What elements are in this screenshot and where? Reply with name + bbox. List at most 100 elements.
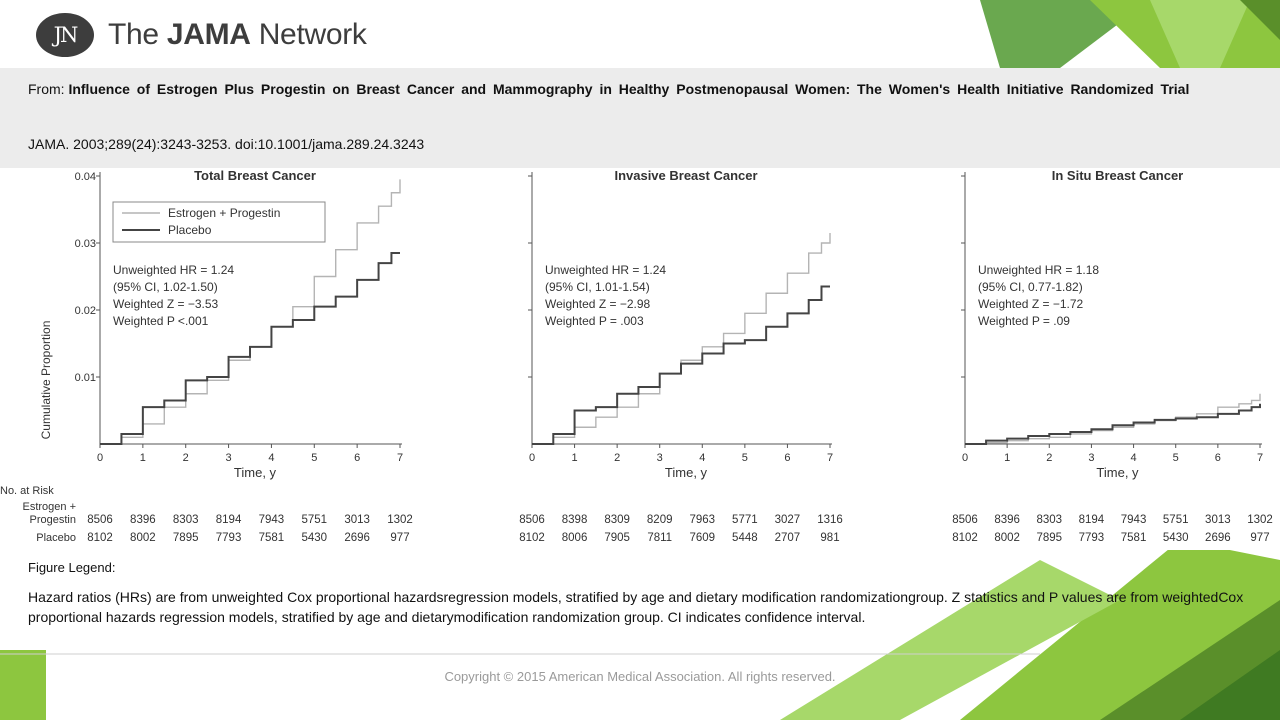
- risk-value-placebo: 7895: [173, 532, 199, 544]
- chart-legend-box: [112, 201, 326, 243]
- risk-value-ep: 8398: [562, 514, 588, 526]
- risk-value-placebo: 8102: [519, 532, 545, 544]
- x-tick-label: 1: [1004, 452, 1010, 464]
- x-tick-label: 5: [742, 452, 748, 464]
- risk-value-ep: 3027: [775, 514, 801, 526]
- risk-value-ep: 8506: [952, 514, 978, 526]
- from-label: From:: [28, 81, 69, 97]
- panel-annotation: Weighted P <.001: [113, 314, 209, 328]
- panel-title: Invasive Breast Cancer: [614, 168, 757, 183]
- logo-text-pre: The: [108, 18, 167, 51]
- x-tick-label: 3: [226, 452, 232, 464]
- risk-value-placebo: 7811: [647, 532, 672, 544]
- x-tick-label: 6: [784, 452, 790, 464]
- deco-left-bar: [0, 650, 46, 720]
- x-tick-label: 5: [1173, 452, 1179, 464]
- y-tick-label: 0.04: [75, 171, 96, 183]
- x-tick-label: 4: [699, 452, 705, 464]
- panel-annotation: Weighted P = .003: [545, 314, 644, 328]
- x-tick-label: 1: [140, 452, 146, 464]
- risk-row-label-ep-1: Estrogen +: [22, 501, 76, 513]
- x-tick-label: 2: [183, 452, 189, 464]
- y-tick-label: 0.02: [75, 305, 96, 317]
- risk-value-ep: 8194: [216, 514, 242, 526]
- x-tick-label: 4: [1131, 452, 1137, 464]
- kaplan-meier-figure: Cumulative Proportion 0.01 0.02 0.03 0.04 No.…: [0, 168, 1273, 544]
- panel-annotation: Weighted P = .09: [978, 314, 1070, 328]
- y-tick-label: 0.01: [75, 372, 96, 384]
- x-tick-label: 6: [1215, 452, 1221, 464]
- risk-value-ep: 7943: [259, 514, 285, 526]
- risk-value-placebo: 7895: [1036, 532, 1062, 544]
- risk-value-ep: 8506: [519, 514, 545, 526]
- logo-wordmark: The JAMA Network: [108, 18, 367, 52]
- risk-value-ep: 8303: [1036, 514, 1062, 526]
- deco-shape-bottom-4: [1180, 650, 1280, 720]
- risk-value-placebo: 977: [1250, 532, 1269, 544]
- risk-row-label-ep-2: Progestin: [30, 514, 76, 526]
- risk-value-ep: 8209: [647, 514, 673, 526]
- x-tick-label: 6: [354, 452, 360, 464]
- panel-annotation: (95% CI, 1.01-1.54): [545, 280, 650, 294]
- risk-value-ep: 8396: [130, 514, 156, 526]
- x-tick-label: 7: [1257, 452, 1263, 464]
- logo-text-bold: JAMA: [166, 18, 251, 51]
- series-line-placebo: [532, 285, 830, 445]
- risk-row-label-placebo: Placebo: [36, 532, 76, 544]
- risk-value-ep: 5751: [1163, 514, 1189, 526]
- x-tick-label: 0: [962, 452, 968, 464]
- deco-shape-top-3: [1150, 0, 1250, 68]
- risk-value-placebo: 8006: [562, 532, 588, 544]
- risk-value-placebo: 2707: [775, 532, 801, 544]
- deco-shape-top-4: [1240, 0, 1280, 40]
- risk-value-placebo: 7581: [1121, 532, 1147, 544]
- risk-value-placebo: 7905: [604, 532, 630, 544]
- x-axis-label: Time, y: [1096, 465, 1139, 480]
- y-axis-label: Cumulative Proportion: [39, 321, 53, 440]
- series-line-placebo: [100, 252, 400, 445]
- risk-value-placebo: 5430: [1163, 532, 1189, 544]
- figure-legend-text: Hazard ratios (HRs) are from unweighted …: [28, 589, 1244, 625]
- figure-legend-heading: Figure Legend:: [28, 560, 116, 575]
- risk-value-ep: 7943: [1121, 514, 1147, 526]
- x-tick-label: 5: [311, 452, 317, 464]
- figure-legend: Figure Legend: Hazard ratios (HRs) are f…: [28, 560, 1280, 627]
- risk-value-ep: 8194: [1079, 514, 1105, 526]
- citation-from-line: From: Influence of Estrogen Plus Progest…: [28, 78, 1252, 100]
- risk-value-ep: 3013: [1205, 514, 1231, 526]
- risk-value-ep: 1302: [387, 514, 413, 526]
- x-axis-label: Time, y: [234, 465, 277, 480]
- risk-value-placebo: 7609: [689, 532, 715, 544]
- series-line-placebo: [965, 403, 1261, 445]
- risk-value-ep: 8303: [173, 514, 199, 526]
- risk-value-ep: 7963: [689, 514, 715, 526]
- risk-value-placebo: 8002: [994, 532, 1020, 544]
- risk-value-ep: 1316: [817, 514, 843, 526]
- risk-table-header: No. at Risk: [0, 485, 54, 497]
- figure-area: Cumulative Proportion 0.01 0.02 0.03 0.04 No.…: [0, 168, 1280, 550]
- risk-value-ep: 5771: [732, 514, 758, 526]
- citation-panel: From: Influence of Estrogen Plus Progest…: [0, 68, 1280, 168]
- logo-monogram: JN: [36, 13, 94, 57]
- panel-annotation: (95% CI, 0.77-1.82): [978, 280, 1083, 294]
- risk-value-ep: 8309: [604, 514, 630, 526]
- x-tick-label: 2: [1046, 452, 1052, 464]
- risk-value-ep: 3013: [344, 514, 370, 526]
- panel-annotation: Unweighted HR = 1.18: [978, 263, 1099, 277]
- risk-value-placebo: 2696: [344, 532, 370, 544]
- panel-annotation: (95% CI, 1.02-1.50): [113, 280, 218, 294]
- x-axis-label: Time, y: [665, 465, 708, 480]
- y-tick-label: 0.03: [75, 238, 96, 250]
- jama-network-logo: JN The JAMA Network: [36, 12, 367, 58]
- risk-value-placebo: 8102: [952, 532, 978, 544]
- article-title: Influence of Estrogen Plus Progestin on …: [68, 81, 1190, 97]
- series-line-estrogen-progestin: [965, 393, 1261, 445]
- logo-text-post: Network: [250, 18, 367, 51]
- risk-value-placebo: 8002: [130, 532, 156, 544]
- risk-value-placebo: 7793: [1079, 532, 1105, 544]
- risk-value-ep: 5751: [301, 514, 327, 526]
- legend-label-estrogen-progestin: Estrogen + Progestin: [168, 206, 280, 220]
- risk-value-placebo: 5448: [732, 532, 758, 544]
- x-tick-label: 7: [827, 452, 833, 464]
